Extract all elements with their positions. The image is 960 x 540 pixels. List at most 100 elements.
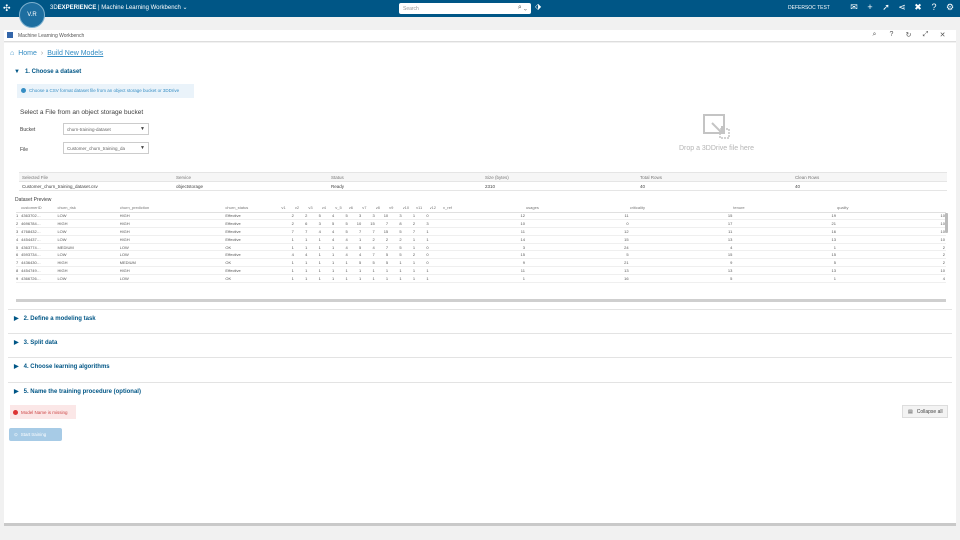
table-cell: 1 <box>281 235 295 244</box>
column-header[interactable]: churn_status <box>225 204 282 213</box>
column-header[interactable]: usages <box>525 204 630 213</box>
table-cell: 15 <box>375 227 390 236</box>
settings-icon[interactable]: ⚙ <box>945 2 955 12</box>
dataset-preview-table[interactable]: customerID churn_risk churn_prediction chur… <box>16 204 946 300</box>
close-icon[interactable]: ✕ <box>939 32 946 39</box>
table-row[interactable]: 4 4454437… LOW HIGH Effective 1 1 1 4 4 1 2 2 2 1 1 14 15… <box>16 235 946 244</box>
table-cell: 1 <box>281 266 295 275</box>
table-row[interactable]: 7 4436430… HIGH MEDIUM OK 1 1 1 1 1 5 5 5 1 1 0 9 21 9 5 2 <box>16 258 946 268</box>
table-cell: 4 <box>308 227 322 236</box>
column-header[interactable]: v9 <box>389 204 403 213</box>
play-icon: ⊙ <box>14 431 18 437</box>
column-header[interactable]: v8 <box>375 204 390 213</box>
table-row[interactable]: 6 4593734… LOW LOW Effective 4 4 1 1 4 4 7 5 5 2 0 15 5 15… <box>16 250 946 260</box>
column-header[interactable]: v_5 <box>335 204 349 213</box>
chevron-down-icon[interactable]: ⌄ <box>182 5 188 11</box>
column-header[interactable]: v7 <box>362 204 376 213</box>
caret-right-icon[interactable]: ▶ <box>14 364 19 370</box>
table-row[interactable]: 1 4363702… LOW HIGH Effective 2 2 5 4 5 3 3 10 3 1 0 12 1… <box>16 212 946 221</box>
tag-icon[interactable]: ⬗ <box>535 2 542 11</box>
table-cell: 11 <box>443 227 526 236</box>
compass-icon[interactable]: V.R <box>19 2 45 28</box>
maximize-icon[interactable]: ⤢ <box>922 31 929 38</box>
notifications-icon[interactable]: ✉ <box>850 2 858 12</box>
table-row[interactable]: 2 4696784… HIGH HIGH Effective 2 6 3 5 5 10 15 7 8 2 3 1… <box>16 219 946 229</box>
column-header[interactable]: quality <box>836 204 946 213</box>
help-icon[interactable]: ? <box>889 31 894 38</box>
drop-zone[interactable]: Drop a 3DDrive file here <box>644 113 789 163</box>
column-header[interactable]: v_ref <box>443 204 526 213</box>
section-split-data[interactable]: ▶ 3. Split data <box>14 339 58 347</box>
bucket-select[interactable]: churn-training-dataset ▼ <box>63 123 149 135</box>
breadcrumb-current[interactable]: Build New Models <box>47 50 104 57</box>
table-row[interactable]: 3 4768432… LOW HIGH Effective 7 7 4 4 5 7 7 15 5 7 1 11 1… <box>16 227 946 236</box>
column-header[interactable]: tenure <box>733 204 837 213</box>
search-icon[interactable]: ⌕ <box>872 31 877 38</box>
table-cell: 5 <box>335 219 349 229</box>
start-training-button[interactable]: ⊙ Start training <box>9 428 62 441</box>
table-cell: 6 <box>16 250 22 260</box>
table-row[interactable]: 5 4363774… MEDIUM LOW OK 1 1 1 1 4 5 4 7 5 1 0 3 24 4 1 2 <box>16 243 946 252</box>
column-header[interactable]: churn_prediction <box>119 204 226 213</box>
section-choose-dataset[interactable]: ▼ 1. Choose a dataset <box>14 69 82 75</box>
column-header[interactable]: v11 <box>416 204 430 213</box>
search-icon[interactable]: ⌕ ⌄ <box>517 4 527 11</box>
column-header[interactable]: churn_risk <box>57 204 120 213</box>
refresh-icon[interactable]: ↻ <box>905 32 912 39</box>
table-row[interactable]: 8 4454749… HIGH HIGH Effective 1 1 1 1 1 1 1 1 1 1 1 11 1… <box>16 266 946 275</box>
column-header[interactable]: criticality <box>629 204 734 213</box>
table-cell: 16 <box>525 274 630 283</box>
caret-right-icon[interactable]: ▶ <box>14 340 19 346</box>
column-header[interactable]: v1 <box>281 204 295 213</box>
column-header[interactable]: v4 <box>321 204 336 213</box>
search-input[interactable]: Search ⌕ ⌄ <box>399 3 531 14</box>
caret-right-icon[interactable]: ▶ <box>14 389 19 395</box>
table-cell: 1 <box>362 274 376 283</box>
column-header[interactable]: v6 <box>348 204 363 213</box>
section-define-task[interactable]: ▶ 2. Define a modeling task <box>14 315 96 323</box>
table-cell: 1 <box>402 274 417 283</box>
vertical-scrollbar[interactable] <box>945 213 948 233</box>
table-cell: 1 <box>335 258 349 268</box>
add-icon[interactable]: + <box>867 2 873 12</box>
table-cell: 1 <box>375 274 390 283</box>
column-header[interactable]: v3 <box>308 204 322 213</box>
divider <box>8 382 952 383</box>
column-header[interactable]: customerID <box>21 204 58 213</box>
send-icon[interactable]: ⋖ <box>898 2 906 12</box>
table-cell: 10 <box>443 219 526 229</box>
table-cell: 1 <box>308 243 322 252</box>
table-row[interactable]: Customer_churn_training_dataset.csv obje… <box>19 181 947 191</box>
table-cell: 4 <box>281 250 295 260</box>
share-icon[interactable]: ➚ <box>882 2 890 12</box>
help-icon[interactable]: ? <box>931 2 937 12</box>
table-cell <box>429 243 444 252</box>
collapse-all-button[interactable]: ▤ Collapse all <box>902 405 948 418</box>
table-cell: 17 <box>629 219 734 229</box>
chevron-down-icon[interactable]: ▼ <box>140 126 145 132</box>
breadcrumb-home[interactable]: Home <box>18 50 37 57</box>
column-header[interactable]: v2 <box>294 204 309 213</box>
caret-right-icon[interactable]: ▶ <box>14 316 19 322</box>
table-cell: 9 <box>16 274 22 283</box>
column-header[interactable]: v12 <box>429 204 444 213</box>
user-name[interactable]: DEFERSOC TEST <box>788 5 830 11</box>
horizontal-scrollbar[interactable] <box>16 299 946 302</box>
table-cell: 5 <box>389 250 403 260</box>
tools-icon[interactable]: ✖ <box>914 2 922 12</box>
bottom-scrollbar[interactable] <box>4 523 956 526</box>
caret-down-icon[interactable]: ▼ <box>14 69 20 75</box>
home-icon[interactable]: ⌂ <box>10 50 15 57</box>
table-cell: 0 <box>525 219 630 229</box>
error-icon <box>13 409 18 415</box>
file-select[interactable]: Customer_churn_training_da ▼ <box>63 142 149 154</box>
app-name[interactable]: Machine Learning Workbench <box>101 5 181 11</box>
section-training-name[interactable]: ▶ 5. Name the training procedure (option… <box>14 388 141 396</box>
section-learning-algorithms[interactable]: ▶ 4. Choose learning algorithms <box>14 363 110 371</box>
column-header: Service <box>173 172 328 182</box>
table-cell: 0 <box>416 258 430 268</box>
chevron-down-icon[interactable]: ▼ <box>140 145 145 151</box>
table-row[interactable]: 9 4366726… LOW LOW OK 1 1 1 1 1 1 1 1 1 1 1 1 16 5 1 4 <box>16 274 946 283</box>
app-icon <box>7 32 13 38</box>
column-header[interactable]: v10 <box>402 204 417 213</box>
